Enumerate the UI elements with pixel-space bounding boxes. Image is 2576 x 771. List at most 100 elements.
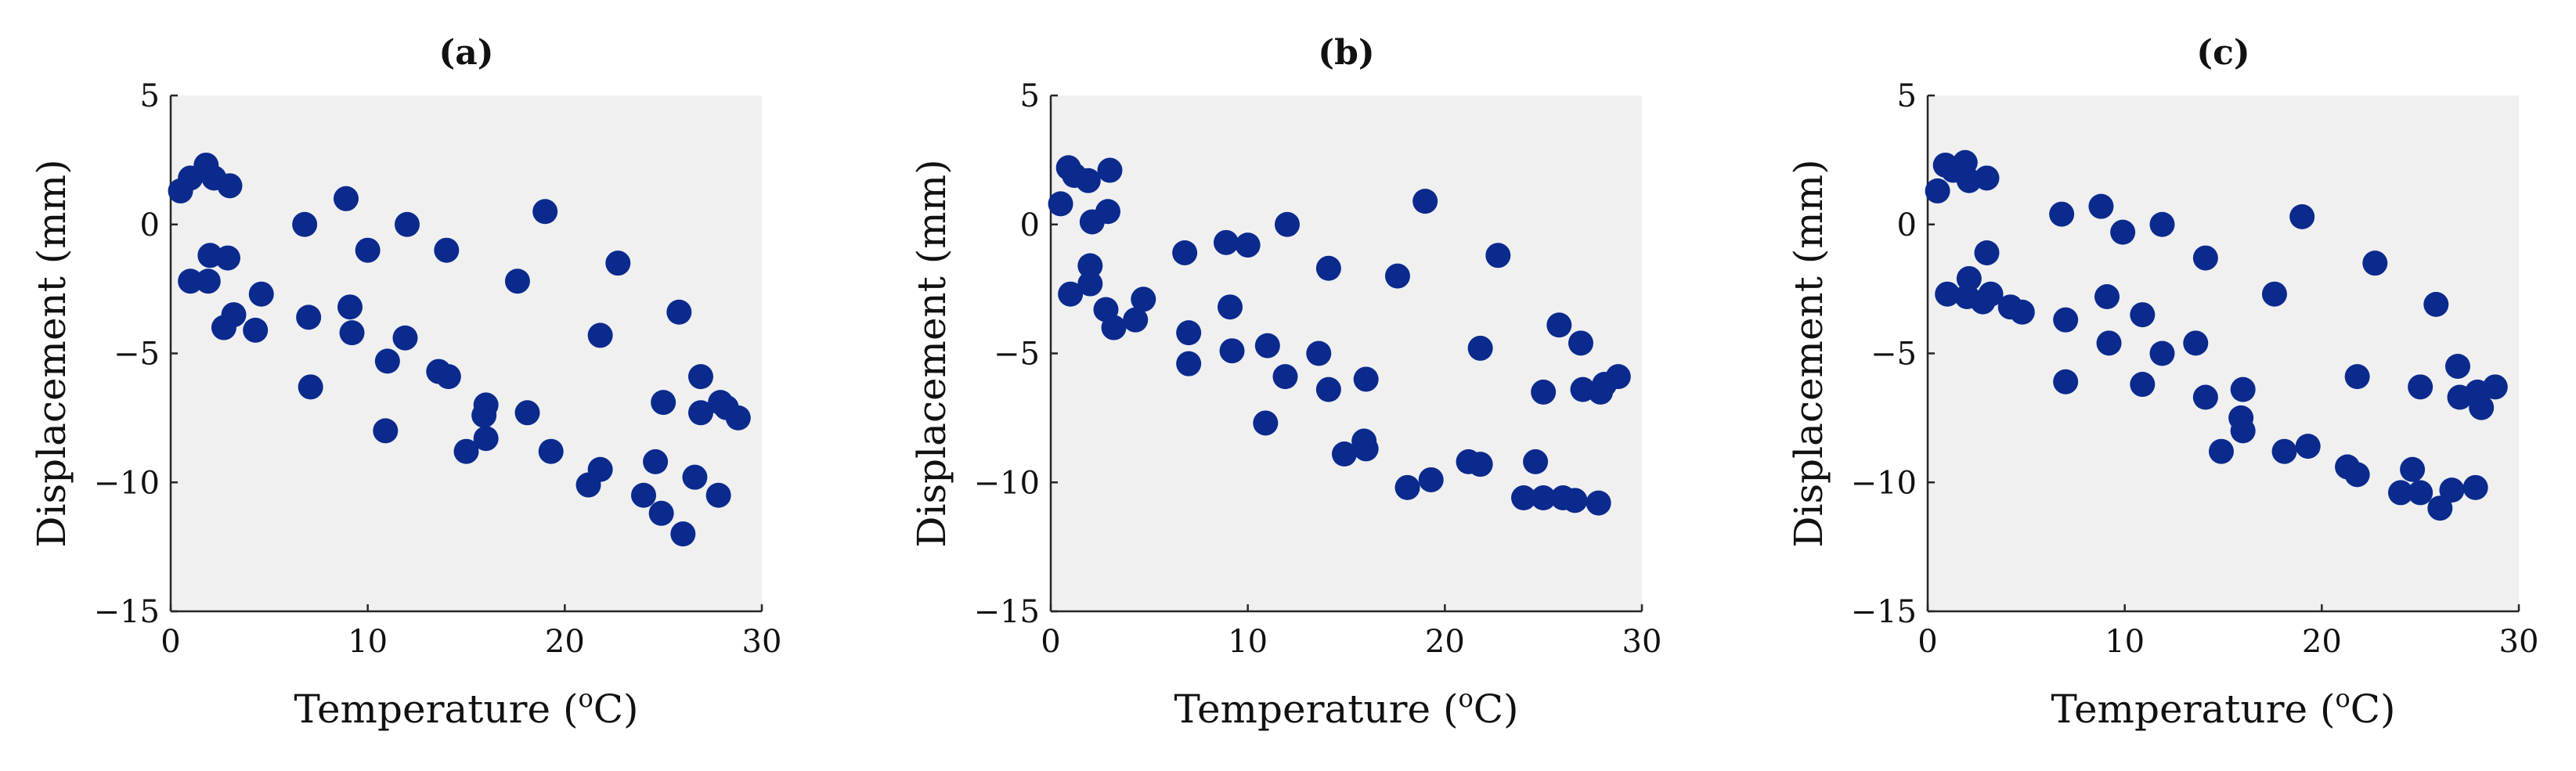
y-tick-label: 5 — [1897, 78, 1917, 114]
x-tick-label: 10 — [2105, 624, 2145, 660]
data-point — [651, 390, 676, 416]
data-point — [434, 237, 460, 263]
panel-title: (b) — [1318, 33, 1374, 73]
data-point — [374, 348, 400, 374]
data-point — [453, 438, 479, 464]
data-point — [687, 364, 713, 390]
y-axis-label: Displacement (mm) — [909, 159, 954, 547]
data-point — [2110, 219, 2136, 245]
data-points — [1925, 150, 2508, 521]
data-point — [1331, 441, 1357, 467]
data-point — [471, 402, 497, 428]
data-point — [1213, 229, 1239, 255]
plot-area — [1051, 95, 1642, 611]
y-tick-label: −15 — [94, 594, 160, 630]
x-tick-label: 10 — [1228, 624, 1268, 660]
data-point — [1077, 271, 1103, 297]
x-tick-label: 20 — [545, 624, 585, 660]
y-tick-label: −10 — [1851, 465, 1917, 501]
x-axis-label: Temperature (oC) — [1174, 683, 1519, 732]
data-point — [1568, 330, 1593, 356]
data-point — [1253, 410, 1279, 436]
data-point — [587, 322, 613, 348]
data-point — [2230, 376, 2256, 402]
y-tick-label: −5 — [114, 337, 160, 373]
data-point — [514, 400, 540, 426]
data-point — [1384, 263, 1410, 289]
y-tick-label: −10 — [94, 465, 160, 501]
data-point — [1058, 281, 1084, 307]
data-point — [1978, 281, 2004, 307]
data-point — [725, 405, 751, 431]
data-point — [2439, 477, 2465, 503]
data-point — [473, 426, 499, 452]
data-point — [1511, 485, 1536, 511]
data-point — [1075, 168, 1101, 193]
data-point — [395, 211, 420, 237]
data-point — [2230, 418, 2256, 444]
data-point — [2469, 395, 2495, 420]
y-tick-label: −10 — [974, 465, 1040, 501]
y-tick-label: 0 — [1897, 207, 1917, 243]
data-point — [2009, 299, 2035, 325]
y-tick-label: 0 — [1020, 207, 1040, 243]
data-point — [2362, 250, 2388, 276]
panel-a: 0 10 20 30 5 0 −5 −10 −15 (a) Temperature (oC) Disp… — [29, 33, 781, 732]
data-point — [1562, 488, 1588, 513]
data-point — [1394, 474, 1420, 500]
data-point — [1275, 211, 1300, 237]
x-axis-label: Temperature (oC) — [294, 683, 639, 732]
data-point — [333, 186, 359, 211]
panel-b: 0 10 20 30 5 0 −5 −10 −15 (b) Temperature (oC) Disp… — [909, 33, 1661, 732]
x-axis-label: Temperature (oC) — [2051, 683, 2396, 732]
data-point — [2271, 438, 2297, 464]
data-point — [1097, 157, 1123, 183]
x-tick-label: 30 — [742, 624, 782, 660]
data-point — [178, 268, 204, 294]
data-point — [1956, 265, 1982, 291]
data-point — [682, 464, 708, 490]
y-tick-label: −15 — [974, 594, 1040, 630]
data-point — [1531, 379, 1557, 405]
y-tick-label: 5 — [1020, 78, 1040, 114]
data-point — [2344, 462, 2370, 488]
panel-title: (a) — [438, 33, 493, 73]
panel-c: 0 10 20 30 5 0 −5 −10 −15 (c) Temperature (oC) Disp… — [1786, 33, 2538, 732]
data-point — [2149, 340, 2175, 366]
data-point — [211, 315, 236, 340]
data-point — [670, 521, 696, 547]
data-point — [1467, 335, 1493, 361]
data-point — [643, 449, 669, 474]
x-tick-label: 0 — [161, 624, 180, 660]
data-point — [1315, 376, 1341, 402]
data-point — [648, 500, 674, 526]
data-point — [1353, 366, 1379, 392]
data-point — [666, 299, 692, 325]
data-point — [2408, 374, 2433, 400]
data-point — [532, 199, 558, 225]
data-point — [2423, 291, 2449, 317]
x-tick-label: 30 — [1622, 624, 1662, 660]
data-point — [1272, 364, 1298, 390]
data-point — [2130, 302, 2156, 328]
data-point — [1586, 490, 1611, 516]
data-point — [1412, 189, 1438, 214]
data-point — [435, 364, 461, 390]
data-point — [2427, 495, 2453, 521]
data-point — [2094, 284, 2120, 310]
x-tick-label: 0 — [1041, 624, 1060, 660]
data-point — [687, 400, 713, 426]
y-tick-label: 0 — [140, 207, 160, 243]
data-point — [2344, 364, 2370, 390]
x-tick-label: 10 — [348, 624, 388, 660]
data-point — [1077, 253, 1103, 279]
y-tick-label: −5 — [994, 337, 1040, 373]
panel-title: (c) — [2196, 33, 2249, 73]
data-point — [1315, 255, 1341, 281]
data-point — [1254, 333, 1280, 358]
data-point — [1418, 467, 1444, 492]
data-point — [1048, 191, 1073, 217]
data-point — [1101, 315, 1127, 340]
data-point — [296, 304, 322, 330]
